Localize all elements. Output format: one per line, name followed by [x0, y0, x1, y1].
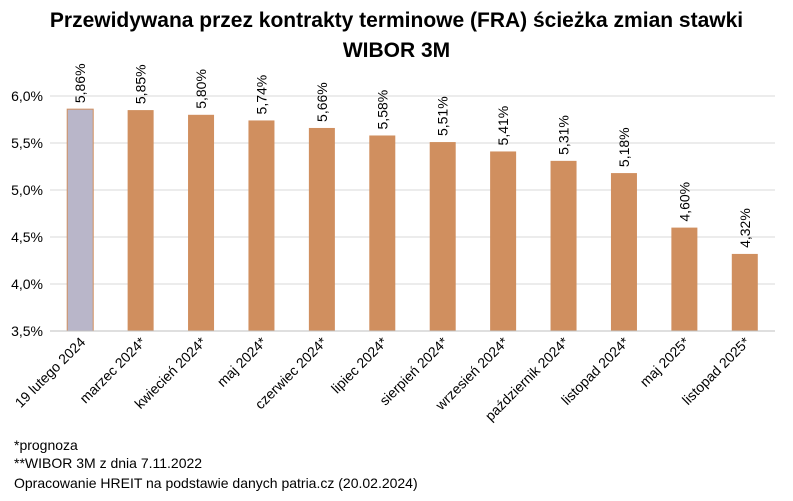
bar	[731, 253, 758, 331]
category-label: lipiec 2024*	[328, 333, 391, 396]
y-tick-label: 6,0%	[11, 88, 43, 104]
y-tick-label: 5,5%	[11, 135, 43, 151]
footnote-forecast: *prognoza	[14, 437, 78, 453]
bar	[490, 151, 517, 331]
data-label: 4,60%	[676, 182, 692, 222]
chart-title: Przewidywana przez kontrakty terminowe (…	[0, 6, 793, 66]
data-label: 5,51%	[435, 96, 451, 136]
category-label: maj 2025*	[637, 333, 693, 389]
data-label: 5,66%	[314, 82, 330, 122]
data-label: 4,32%	[737, 208, 753, 248]
bar	[188, 114, 215, 331]
chart-title-line-1: Przewidywana przez kontrakty terminowe (…	[49, 9, 744, 32]
data-label: 5,41%	[495, 106, 511, 146]
chart-title-line-2: WIBOR 3M	[342, 39, 451, 62]
bar	[66, 108, 94, 332]
data-label: 5,80%	[193, 69, 209, 109]
bar	[127, 110, 154, 331]
bar	[671, 227, 698, 331]
source-note: Opracowanie HREIT na podstawie danych pa…	[14, 475, 418, 491]
y-tick-label: 5,0%	[11, 182, 43, 198]
y-tick-label: 4,5%	[11, 229, 43, 245]
bar	[369, 135, 396, 331]
bar	[550, 160, 577, 331]
bar	[308, 127, 335, 332]
data-label: 5,85%	[133, 64, 149, 104]
bar	[429, 142, 456, 331]
bar	[610, 173, 637, 331]
category-label: 19 lutego 2024	[12, 334, 89, 411]
footnotes: *prognoza **WIBOR 3M z dnia 7.11.2022 Op…	[14, 436, 418, 492]
y-tick-label: 3,5%	[11, 323, 43, 339]
category-label: maj 2024*	[214, 333, 270, 389]
y-tick-label: 4,0%	[11, 276, 43, 292]
data-label: 5,86%	[72, 63, 88, 103]
data-label: 5,31%	[556, 115, 572, 155]
data-label: 5,74%	[253, 75, 269, 115]
data-label: 5,58%	[374, 90, 390, 130]
bar	[248, 120, 275, 331]
footnote-wibor: **WIBOR 3M z dnia 7.11.2022	[14, 455, 203, 471]
data-label: 5,18%	[616, 127, 632, 167]
